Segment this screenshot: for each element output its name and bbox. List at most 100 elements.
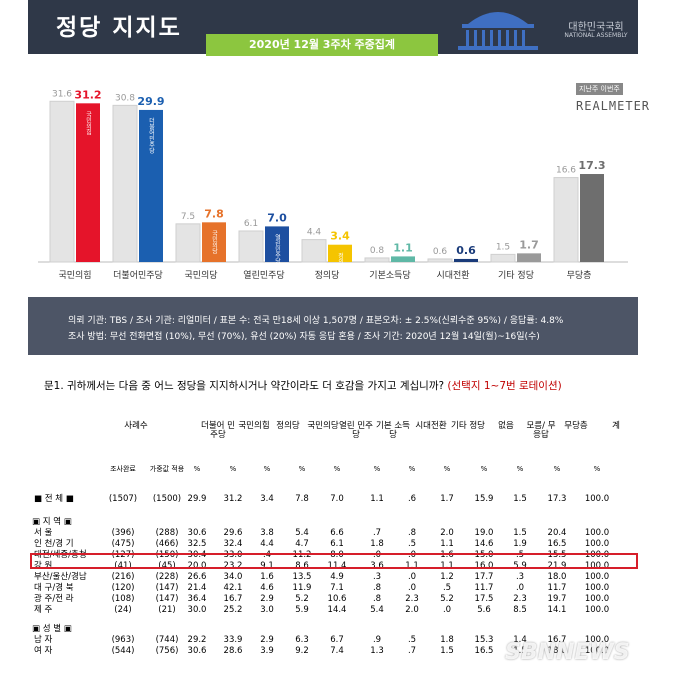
gender-row-cell: (963): [111, 635, 135, 645]
gender-row-cell: 2.9: [260, 635, 274, 645]
gender-group-label: ▣ 성 별 ▣: [32, 624, 72, 634]
gender-row-cell: 100.0: [584, 646, 610, 656]
region-row-cell: 5.2: [440, 594, 454, 604]
gender-row-cell: 7.4: [330, 646, 344, 656]
region-row-cell: 1.5: [513, 528, 527, 538]
region-group-label: ▣ 지 역 ▣: [32, 517, 72, 527]
chart-panel: 정당 지지도 대한민국국회 NATIONAL ASSEMBLY 2020년 12…: [28, 0, 649, 357]
highlight-box: [30, 553, 638, 569]
region-row-cell: .5: [515, 550, 525, 560]
region-row-label: 대전/세종/충청: [34, 550, 87, 560]
bar-current-3: [265, 226, 289, 262]
date-strip: 2020년 12월 3주차 주중집계: [206, 34, 438, 56]
column-unit: %: [443, 465, 451, 473]
region-row-cell: 11.7: [547, 583, 567, 593]
label-previous-6: 0.6: [433, 247, 448, 257]
region-row-cell: 5.9: [513, 561, 527, 571]
bar-previous-8: [553, 177, 579, 263]
region-row-cell: 1.6: [440, 550, 454, 560]
region-row-label: 부산/울산/경남: [34, 572, 87, 582]
gender-row: 남 자 (963) (744) 29.2 33.9 2.9 6.3 6.7 .9 .5 1.8 15.…: [32, 635, 662, 646]
region-row-label: 대 구/경 북: [34, 583, 74, 593]
region-row-cell: 42.1: [223, 583, 243, 593]
bar-current-8: [580, 174, 604, 262]
category-label-0: 국민의힘: [58, 270, 91, 281]
total-row-cell: 31.2: [223, 494, 243, 504]
column-header: 열린 민주당: [339, 421, 373, 440]
region-row-cell: (466): [155, 539, 179, 549]
region-row-cell: 1.1: [440, 539, 454, 549]
column-header: 정의당: [276, 421, 300, 431]
category-label-1: 더불어민주당: [113, 270, 163, 281]
chart-title: 정당 지지도: [56, 15, 182, 41]
bar-current-2: [202, 222, 226, 262]
party-mark-4: 정의당: [337, 253, 344, 271]
gender-row-cell: .7: [407, 646, 417, 656]
region-row-cell: 8.6: [295, 561, 309, 571]
gender-row-cell: 28.6: [223, 646, 243, 656]
column-header: 더불어 민주당: [201, 421, 235, 440]
column-header: 국민의힘: [238, 421, 270, 431]
gender-row-cell: (744): [155, 635, 179, 645]
region-row-cell: 100.0: [584, 594, 610, 604]
region-row-cell: 15.0: [474, 550, 494, 560]
region-row-cell: 4.9: [330, 572, 344, 582]
column-unit: %: [263, 465, 271, 473]
assembly-name-en: NATIONAL ASSEMBLY: [564, 32, 628, 39]
category-label-2: 국민의당: [184, 270, 217, 281]
region-row-cell: (216): [111, 572, 135, 582]
region-row-cell: 3.0: [260, 605, 274, 615]
region-row-cell: 18.0: [547, 572, 567, 582]
region-row-cell: .0: [407, 550, 417, 560]
region-row-cell: 20.0: [187, 561, 207, 571]
bar-current-5: [391, 256, 415, 262]
column-unit: 가중값 적용: [149, 465, 185, 473]
party-mark-0: 국민의힘: [85, 111, 92, 135]
region-row-cell: 15.5: [547, 550, 567, 560]
gender-row-cell: .9: [372, 635, 382, 645]
region-row-cell: 26.6: [187, 572, 207, 582]
gender-row-cell: 18.0: [547, 646, 567, 656]
survey-info: 의뢰 기관: TBS / 조사 기관: 리얼미터 / 표본 수: 전국 만18세…: [28, 297, 638, 355]
region-row-cell: 30.4: [187, 550, 207, 560]
bar-current-7: [517, 253, 541, 262]
region-row-cell: 2.9: [260, 594, 274, 604]
region-row-cell: 5.4: [370, 605, 384, 615]
region-row-cell: 5.2: [295, 594, 309, 604]
gender-row-label: 남 자: [34, 635, 53, 645]
region-row-cell: 1.2: [440, 572, 454, 582]
label-current-1: 29.9: [137, 95, 164, 108]
gender-row-cell: 1.8: [440, 635, 454, 645]
region-row-cell: .8: [372, 594, 382, 604]
question-note: (선택지 1~7번 로테이션): [447, 380, 562, 392]
region-row-cell: 32.4: [223, 539, 243, 549]
region-row-cell: 3.8: [260, 528, 274, 538]
column-unit: %: [373, 465, 381, 473]
gender-row-cell: 16.7: [547, 635, 567, 645]
gender-row-cell: 1.3: [370, 646, 384, 656]
category-label-4: 정의당: [315, 270, 340, 281]
total-row-label: ■ 전 체 ■: [34, 494, 74, 504]
region-row-label: 인 천/경 기: [34, 539, 74, 549]
region-row-cell: 36.4: [187, 594, 207, 604]
column-header: 모름/ 무응답: [526, 421, 556, 440]
region-row-cell: 9.1: [260, 561, 274, 571]
region-row-cell: .0: [407, 572, 417, 582]
column-header: 사례수: [124, 421, 148, 431]
region-row: 대 구/경 북 (120) (147) 21.4 42.1 4.6 11.9 7.1 .8 .0.…: [32, 583, 662, 594]
region-row-cell: 10.6: [327, 594, 347, 604]
region-row: 서 울 (396) (288) 30.6 29.6 3.8 5.4 6.6 .7 .8 2.0 19.…: [32, 528, 662, 539]
region-row-cell: 16.5: [547, 539, 567, 549]
label-current-0: 31.2: [74, 88, 101, 101]
region-row-cell: (150): [155, 550, 179, 560]
gender-row-cell: 33.9: [223, 635, 243, 645]
region-row-cell: .8: [372, 583, 382, 593]
label-current-4: 3.4: [330, 230, 350, 243]
region-row-cell: 14.1: [547, 605, 567, 615]
gender-row-cell: 9.2: [295, 646, 309, 656]
brand-box: 지난주 이번주 REALMETER: [576, 76, 650, 113]
region-row-cell: 100.0: [584, 572, 610, 582]
bar-current-4: [328, 244, 352, 262]
region-row-cell: 2.3: [405, 594, 419, 604]
gender-row-label: 여 자: [34, 646, 53, 656]
